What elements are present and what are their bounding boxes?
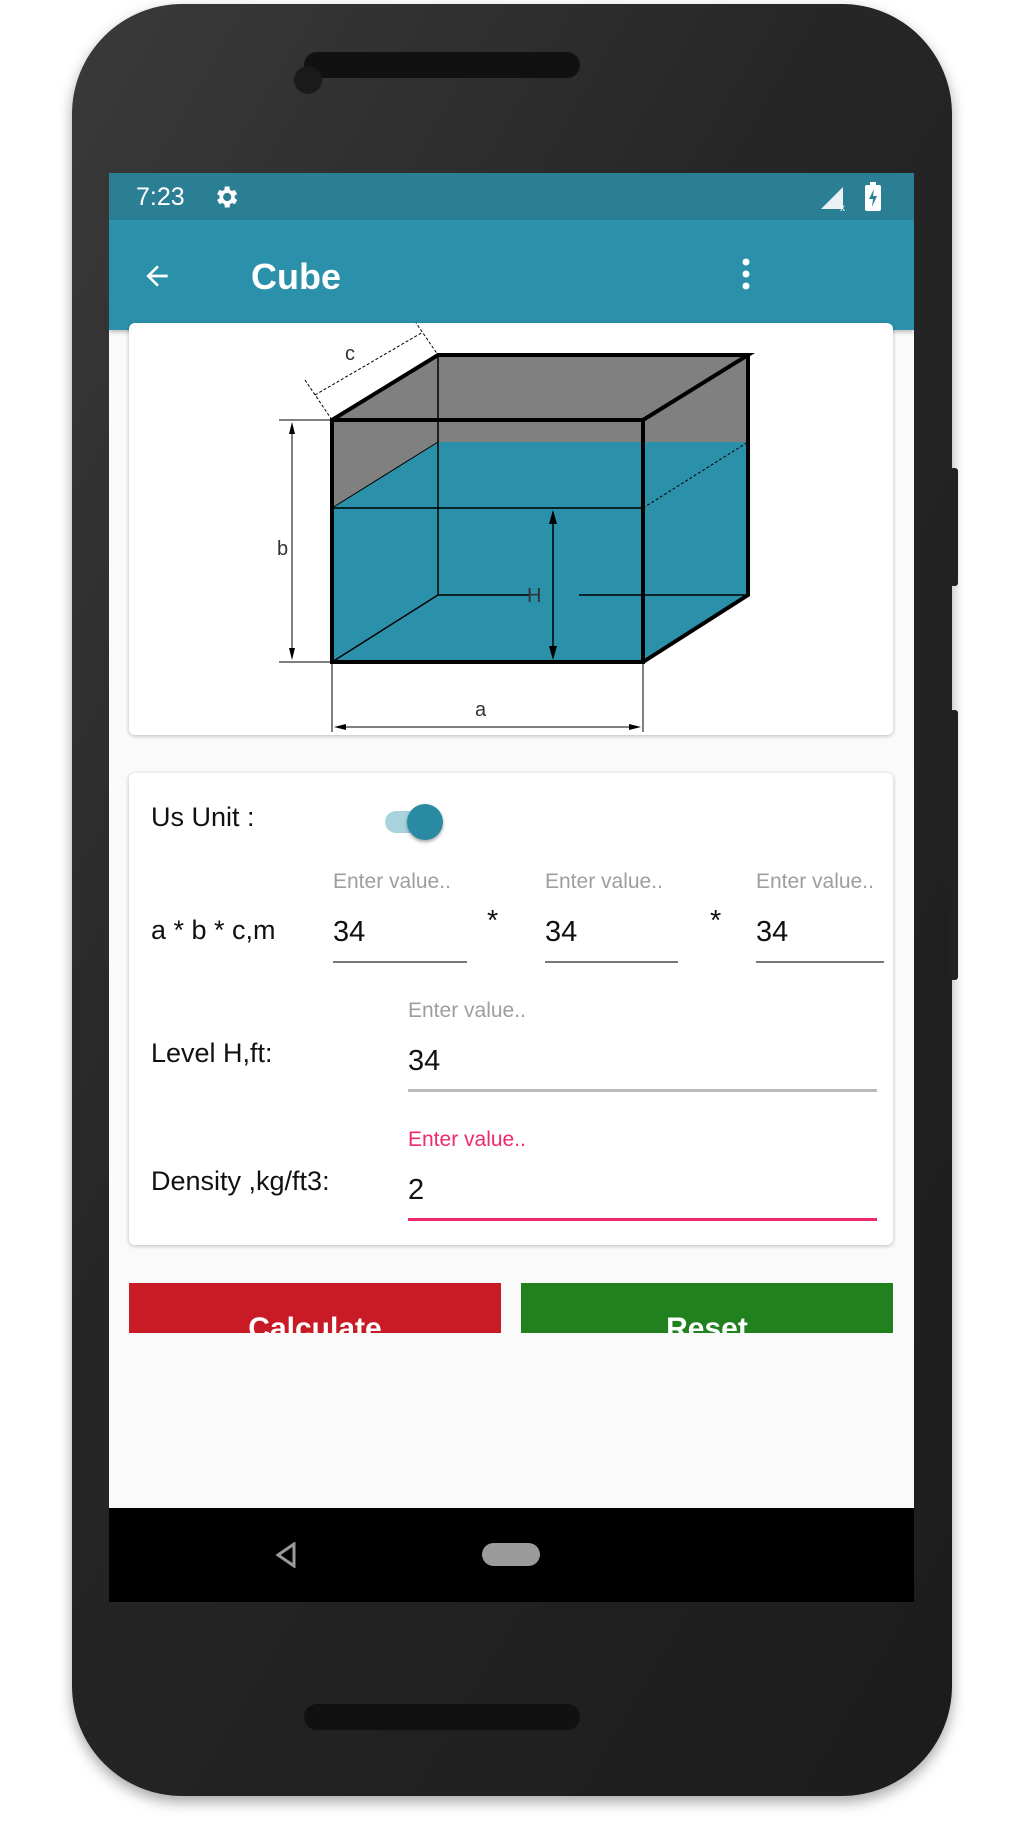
battery-charging-icon (865, 182, 881, 211)
front-camera (294, 66, 322, 94)
dimension-b-input[interactable]: 34 (545, 916, 578, 948)
app-bar: Cube (109, 220, 914, 330)
status-bar: 7:23 x (109, 173, 914, 220)
dimension-c-input[interactable]: 34 (756, 916, 789, 948)
calculate-button[interactable]: Calculate (129, 1283, 501, 1333)
volume-button (950, 710, 958, 980)
dimension-b-hint: Enter value.. (545, 870, 663, 893)
reset-button[interactable]: Reset (521, 1283, 893, 1333)
level-input[interactable]: 34 (408, 1045, 441, 1077)
density-hint: Enter value.. (408, 1128, 526, 1151)
density-underline (408, 1218, 877, 1221)
multiply-sign: * (487, 905, 499, 937)
back-triangle-icon[interactable] (275, 1542, 297, 1568)
label-a: a (475, 699, 487, 721)
us-unit-toggle[interactable] (385, 804, 447, 840)
dimensions-label: a * b * c,m (151, 915, 276, 945)
level-underline (408, 1089, 877, 1092)
cube-diagram: c b H a (277, 323, 756, 732)
page-title: Cube (251, 256, 341, 297)
navigation-bar (109, 1508, 914, 1602)
dimension-c-underline (756, 961, 884, 963)
level-label: Level H,ft: (151, 1038, 273, 1068)
top-speaker (304, 52, 580, 78)
toggle-thumb (407, 804, 443, 840)
us-unit-label: Us Unit : (151, 802, 255, 832)
more-vert-icon[interactable] (737, 256, 755, 296)
level-hint: Enter value.. (408, 999, 526, 1022)
label-b: b (277, 538, 288, 560)
density-input[interactable]: 2 (408, 1174, 425, 1206)
status-time: 7:23 (136, 183, 185, 211)
dimension-a-input[interactable]: 34 (333, 916, 366, 948)
dimension-a-hint: Enter value.. (333, 870, 451, 893)
app-screen: 7:23 x Cube (109, 173, 914, 1508)
bottom-speaker (304, 1704, 580, 1730)
label-H: H (527, 585, 541, 607)
svg-text:x: x (840, 203, 845, 211)
density-label: Density ,kg/ft3: (151, 1166, 330, 1196)
gear-icon (217, 186, 238, 208)
label-c: c (345, 343, 355, 365)
dimension-b-underline (545, 961, 678, 963)
power-button (950, 468, 958, 586)
arrow-left-icon[interactable] (141, 260, 173, 292)
home-pill-icon[interactable] (482, 1543, 540, 1566)
dimension-c-hint: Enter value.. (756, 870, 874, 893)
input-form-card: Us Unit : a * b * c,m Enter value.. 34 *… (129, 773, 893, 1245)
diagram-card: c b H a (129, 323, 893, 735)
signal-no-data-icon: x (821, 187, 845, 211)
multiply-sign: * (710, 905, 722, 937)
dimension-a-underline (333, 961, 467, 963)
